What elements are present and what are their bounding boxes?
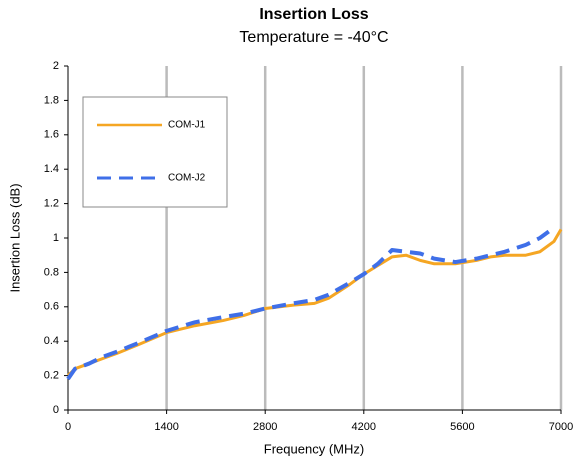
y-axis-label: Insertion Loss (dB) [7, 183, 22, 292]
y-tick-label: 2 [53, 60, 59, 72]
y-tick-label: 1.6 [44, 129, 59, 141]
x-tick-label: 1400 [154, 421, 178, 433]
legend [82, 96, 228, 208]
legend-label: COM-J2 [168, 173, 206, 184]
y-tick-label: 1.2 [44, 198, 59, 210]
y-tick-label: 0.4 [44, 335, 59, 347]
chart-subtitle: Temperature = -40°C [239, 29, 388, 46]
x-tick-label: 7000 [549, 421, 573, 433]
x-tick-label: 5600 [450, 421, 474, 433]
x-axis-label: Frequency (MHz) [264, 441, 364, 456]
series-line [66, 226, 556, 381]
x-tick-label: 2800 [253, 421, 277, 433]
y-tick-label: 1.4 [44, 163, 59, 175]
y-tick-label: 0 [53, 404, 59, 416]
y-tick-label: 1 [53, 232, 59, 244]
series-line [66, 228, 563, 377]
x-tick-label: 4200 [352, 421, 376, 433]
legend-label: COM-J1 [168, 120, 206, 131]
y-tick-label: 0.8 [44, 266, 59, 278]
y-tick-label: 1.8 [44, 94, 59, 106]
chart-title: Insertion Loss [259, 6, 368, 23]
y-tick-label: 0.6 [44, 301, 59, 313]
x-tick-label: 0 [65, 421, 71, 433]
y-tick-label: 0.2 [44, 370, 59, 382]
